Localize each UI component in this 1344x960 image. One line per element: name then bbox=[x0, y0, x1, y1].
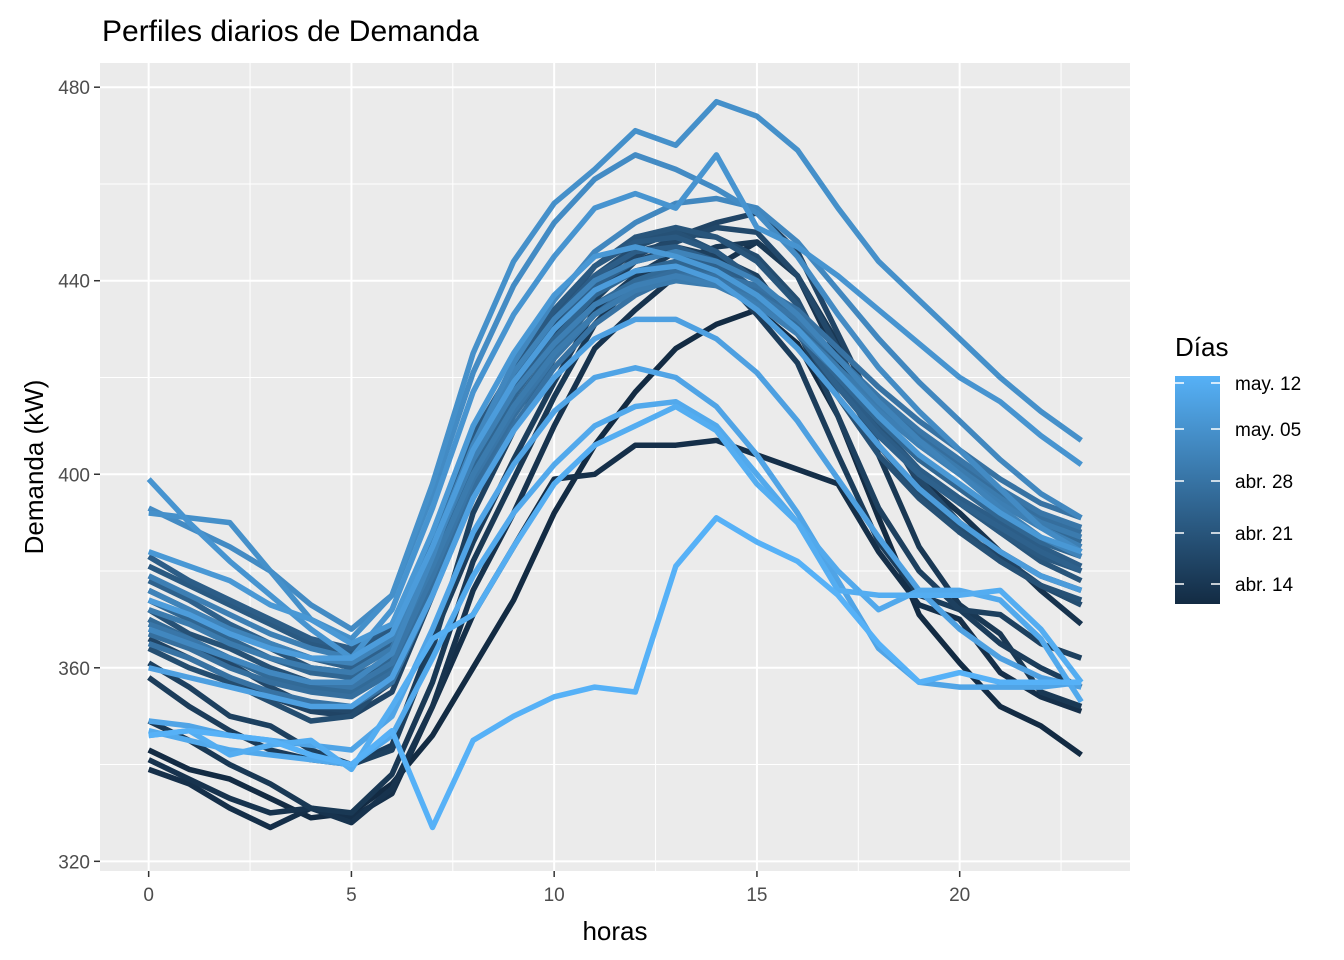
legend-label: may. 05 bbox=[1235, 420, 1301, 441]
legend-title: Días bbox=[1175, 332, 1228, 362]
legend-ticks: may. 12 may. 05 abr. 28 abr. 21 abr. 14 bbox=[1175, 374, 1301, 596]
x-axis-title: horas bbox=[582, 916, 647, 946]
legend-label: abr. 21 bbox=[1235, 524, 1293, 545]
y-axis: 320 360 400 440 480 bbox=[58, 78, 100, 873]
series-line bbox=[147, 273, 1083, 710]
legend: Días may. 12 may. 05 abr. 28 abr. 21 abr. 14 bbox=[1175, 332, 1301, 604]
series-line bbox=[148, 403, 1084, 773]
x-tick-label: 5 bbox=[346, 885, 357, 906]
y-tick-label: 480 bbox=[58, 78, 90, 99]
y-axis-title: Demanda (kW) bbox=[19, 380, 49, 555]
x-tick-label: 0 bbox=[143, 885, 154, 906]
series-line bbox=[147, 244, 1083, 647]
series-line bbox=[147, 273, 1083, 661]
series-line bbox=[147, 244, 1083, 652]
y-tick-label: 320 bbox=[58, 852, 90, 873]
series-line bbox=[147, 152, 1083, 632]
x-tick-label: 15 bbox=[746, 885, 767, 906]
x-tick-label: 10 bbox=[544, 885, 565, 906]
minor-gridlines bbox=[100, 63, 1130, 871]
series-line bbox=[148, 398, 1084, 768]
daily-profile-lines bbox=[146, 98, 1084, 831]
series-line bbox=[146, 152, 1083, 661]
legend-colorbar bbox=[1175, 376, 1220, 604]
legend-label: abr. 28 bbox=[1235, 472, 1293, 493]
legend-label: abr. 14 bbox=[1235, 575, 1294, 596]
x-tick-label: 20 bbox=[949, 885, 970, 906]
y-tick-label: 400 bbox=[58, 465, 90, 486]
series-line bbox=[147, 263, 1083, 661]
series-line bbox=[148, 98, 1083, 642]
series-line bbox=[148, 515, 1082, 831]
chart-title: Perfiles diarios de Demanda bbox=[102, 15, 479, 48]
series-line bbox=[147, 195, 1083, 686]
y-tick-label: 360 bbox=[58, 659, 90, 680]
legend-label: may. 12 bbox=[1235, 374, 1301, 395]
x-axis: 0 5 10 15 20 bbox=[143, 871, 970, 906]
y-tick-label: 440 bbox=[58, 272, 90, 293]
